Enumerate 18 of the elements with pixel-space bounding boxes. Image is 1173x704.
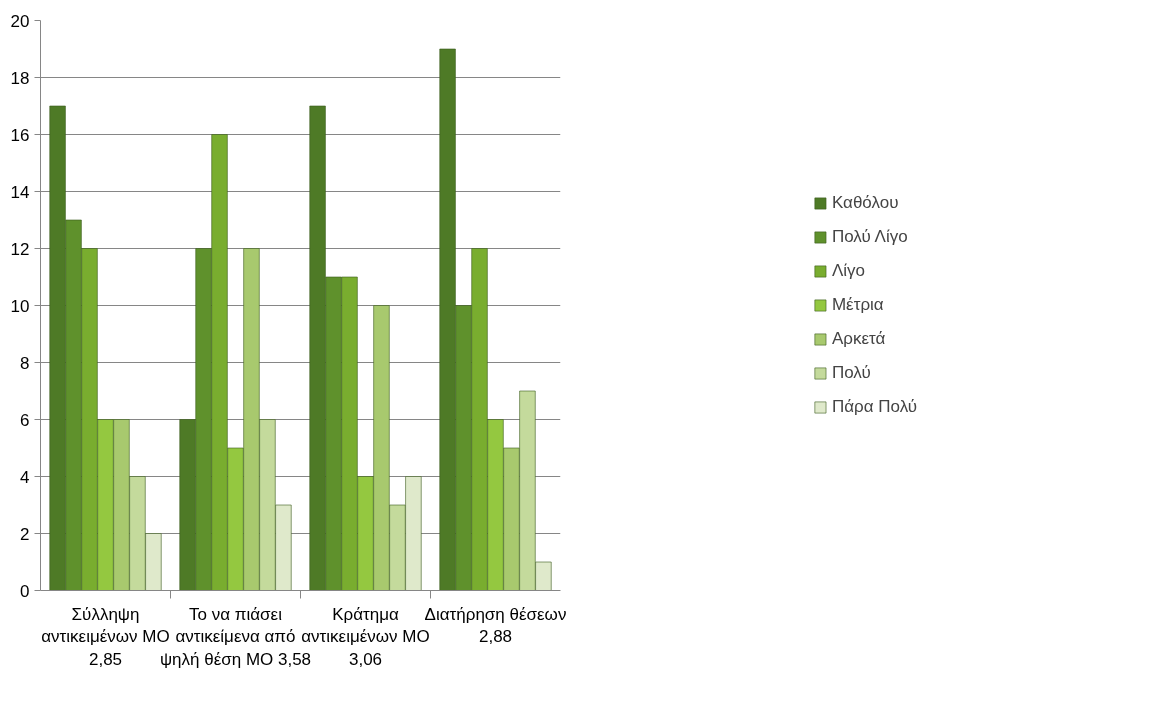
legend-label: Πάρα Πολύ — [831, 397, 918, 417]
y-tick-label: 2 — [20, 524, 30, 544]
y-tick-label: 20 — [10, 11, 30, 31]
y-tick-label: 6 — [20, 410, 30, 430]
legend-label: Μέτρια — [831, 295, 884, 315]
y-tick-label: 18 — [10, 68, 30, 88]
y-tick-label: 10 — [10, 296, 30, 316]
y-tick-label: 0 — [20, 581, 30, 601]
legend-label: Λίγο — [831, 261, 866, 281]
y-tick-label: 14 — [10, 182, 30, 202]
legend-label: Καθόλου — [831, 193, 899, 213]
y-tick-label: 4 — [20, 467, 30, 487]
y-tick-label: 12 — [10, 239, 30, 259]
legend-label: Πολύ — [831, 363, 871, 383]
y-tick-label: 16 — [10, 125, 30, 145]
legend-label: Αρκετά — [831, 329, 886, 349]
y-tick-label: 8 — [20, 353, 30, 373]
legend-label: Πολύ Λίγο — [831, 227, 908, 247]
